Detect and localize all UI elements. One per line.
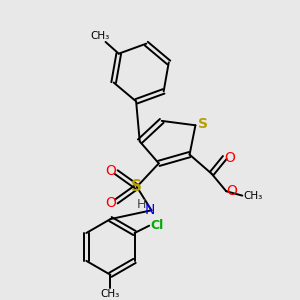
Text: S: S xyxy=(131,179,142,194)
Text: O: O xyxy=(105,196,116,210)
Text: CH₃: CH₃ xyxy=(101,290,120,299)
Text: O: O xyxy=(225,151,236,164)
Text: Cl: Cl xyxy=(150,219,163,232)
Text: N: N xyxy=(145,203,155,217)
Text: CH₃: CH₃ xyxy=(244,190,263,201)
Text: O: O xyxy=(226,184,237,198)
Text: O: O xyxy=(105,164,116,178)
Text: H: H xyxy=(136,198,146,211)
Text: S: S xyxy=(198,117,208,131)
Text: CH₃: CH₃ xyxy=(90,31,109,41)
